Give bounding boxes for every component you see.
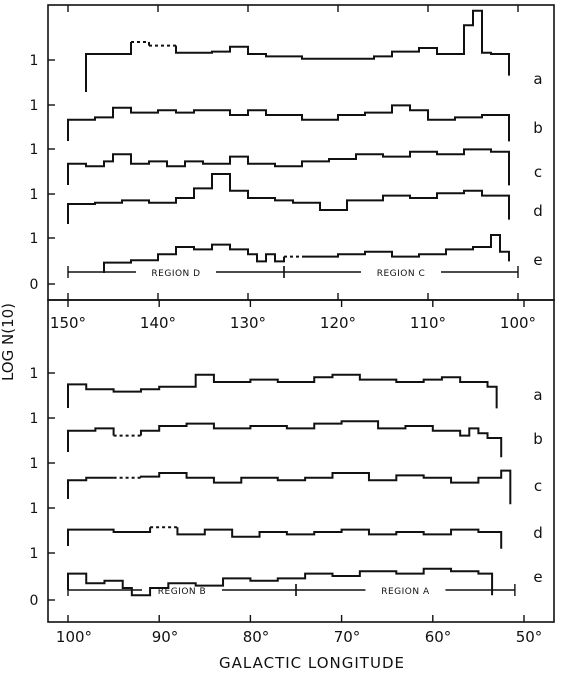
top-x-tick-label: 110° <box>410 314 446 332</box>
top-x-tick-label: 120° <box>320 314 356 332</box>
series-label-d: d <box>533 202 543 220</box>
bottom-panel-frame <box>47 299 555 623</box>
y-tick-label: 1 <box>30 187 39 203</box>
top-x-tick-labels: 150° 140° 130° 120° 110° 100° <box>50 314 536 332</box>
series-b-trace <box>67 104 510 142</box>
y-tick-label: 1 <box>30 98 39 114</box>
top-panel-frame <box>47 4 555 301</box>
y-tick-label: 1 <box>30 53 39 69</box>
top-x-tick-label: 140° <box>140 314 176 332</box>
series-label-e: e <box>533 251 542 269</box>
y-tick-label: 1 <box>30 411 39 427</box>
series-d-trace <box>67 173 510 224</box>
region-label: REGION D <box>151 269 200 279</box>
y-axis-label: LOG N(10) <box>0 303 17 381</box>
y-tick-label: 1 <box>30 366 39 382</box>
series-b-trace <box>67 420 503 458</box>
x-axis-label: GALACTIC LONGITUDE <box>219 654 405 672</box>
region-label: REGION B <box>158 587 206 597</box>
series-e-trace <box>103 234 510 273</box>
series-label-e: e <box>533 568 542 586</box>
top-x-tick-label: 100° <box>500 314 536 332</box>
y-tick-label: 1 <box>30 546 39 562</box>
series-a-trace <box>85 9 510 92</box>
region-label: REGION A <box>381 587 430 597</box>
y-tick-label: 1 <box>30 142 39 158</box>
top-x-tick-label: 130° <box>230 314 266 332</box>
bottom-x-tick-labels: 100° 90° 80° 70° 60° 50° <box>56 628 542 646</box>
series-a-trace <box>67 373 498 409</box>
series-c-trace <box>67 469 512 505</box>
series-label-c: c <box>534 163 542 181</box>
series-label-d: d <box>533 524 543 542</box>
chart-marks: 0 1 1 1 1 1 a b c d e REGION D REGION C 0 1 1 1 1 1 a b c d e RE… <box>30 5 543 622</box>
series-label-b: b <box>533 119 543 137</box>
y-tick-label: 1 <box>30 501 39 517</box>
series-label-a: a <box>533 386 542 404</box>
top-x-tick-label: 150° <box>50 314 86 332</box>
y-tick-label: 0 <box>30 277 39 293</box>
bottom-x-tick-label: 60° <box>425 628 452 646</box>
y-tick-label: 1 <box>30 456 39 472</box>
series-c-trace <box>67 148 510 186</box>
bottom-x-tick-label: 70° <box>334 628 361 646</box>
bottom-x-tick-label: 100° <box>56 628 92 646</box>
series-label-a: a <box>533 70 542 88</box>
bottom-x-tick-label: 80° <box>243 628 270 646</box>
region-label: REGION C <box>377 269 426 279</box>
y-tick-label: 1 <box>30 231 39 247</box>
y-tick-label: 0 <box>30 593 39 609</box>
bottom-x-tick-label: 50° <box>516 628 543 646</box>
bottom-x-tick-label: 90° <box>152 628 179 646</box>
series-label-b: b <box>533 430 543 448</box>
series-d-trace <box>67 527 503 549</box>
series-label-c: c <box>534 477 542 495</box>
series-e-trace <box>67 567 494 597</box>
